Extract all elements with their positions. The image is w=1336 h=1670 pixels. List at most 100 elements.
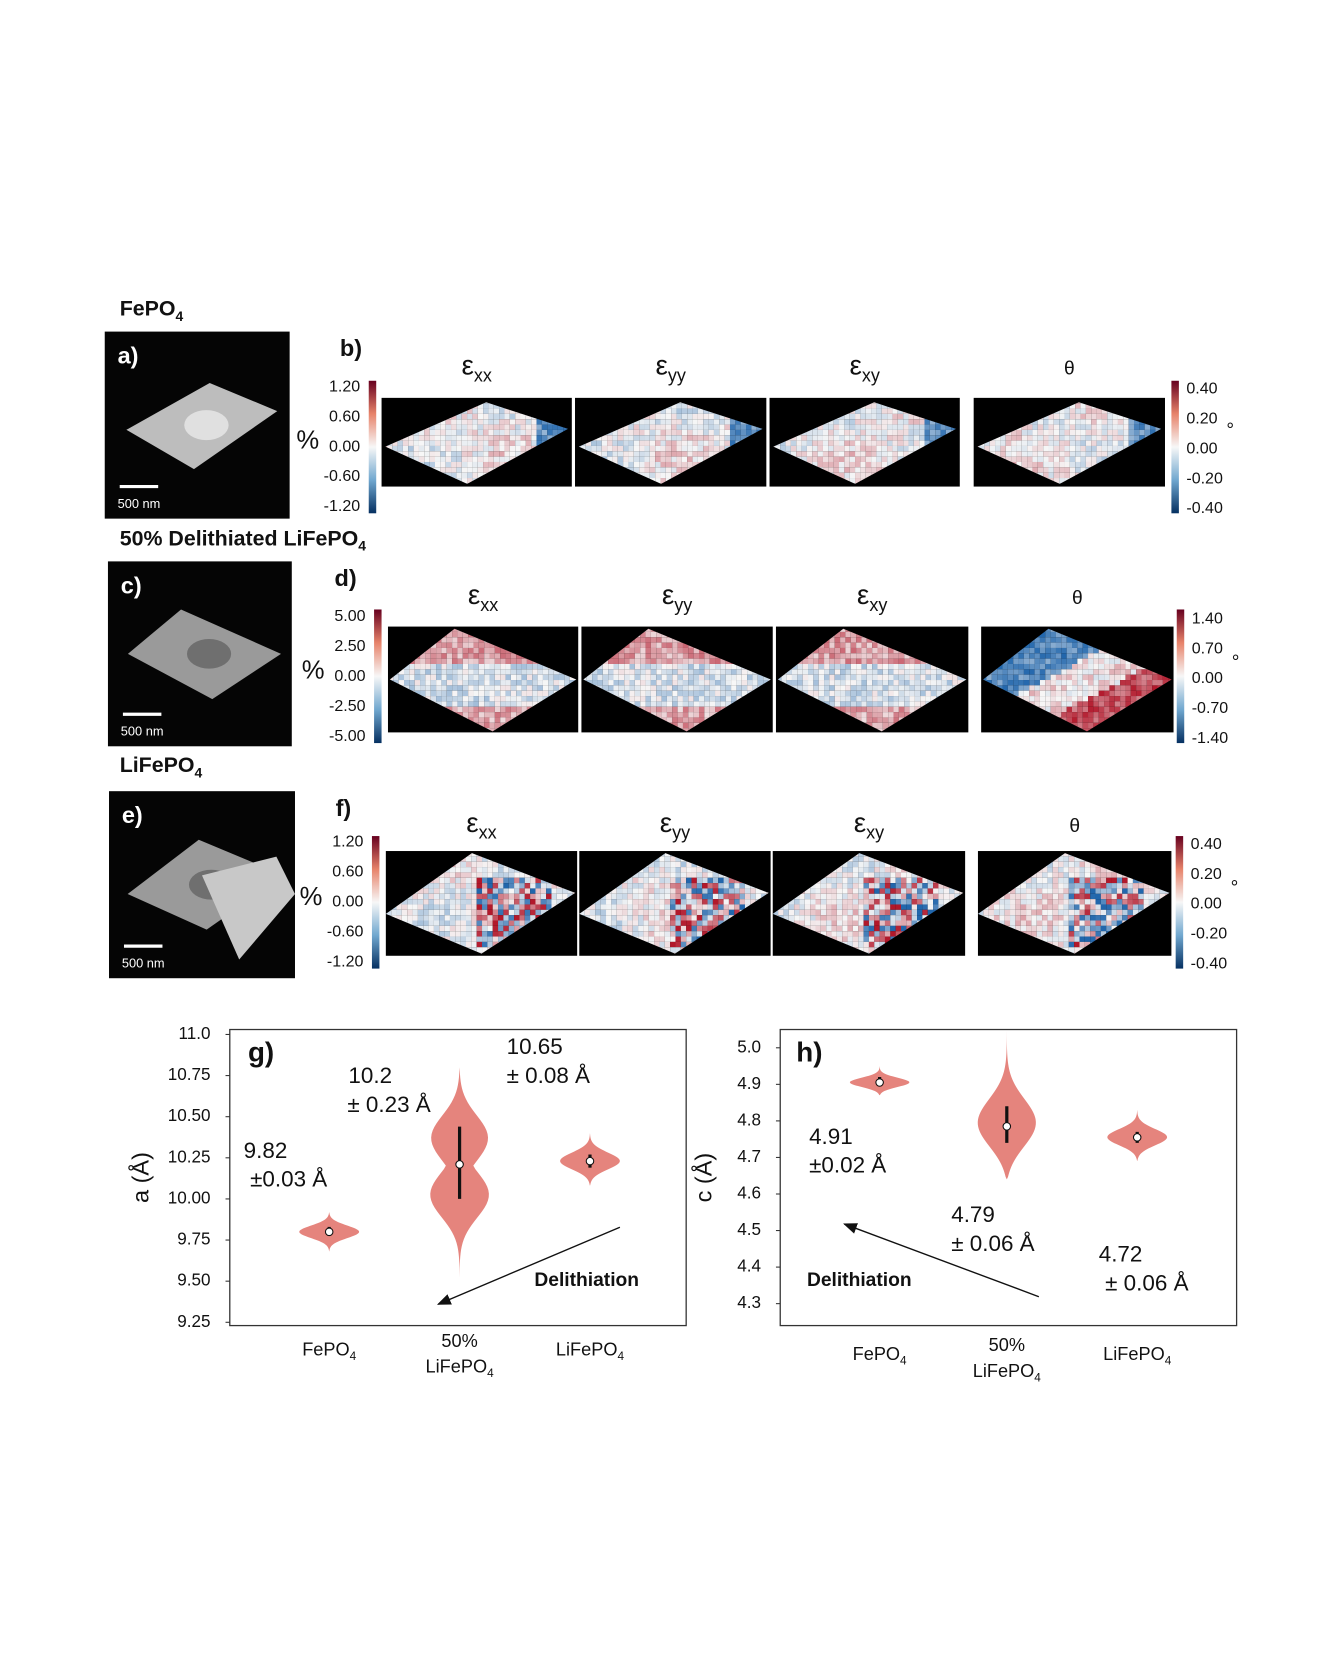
map-pixel bbox=[881, 456, 888, 462]
map-pixel bbox=[484, 680, 490, 686]
map-pixel bbox=[1045, 642, 1051, 648]
map-pixel bbox=[677, 674, 683, 681]
map-pixel bbox=[871, 402, 877, 404]
map-pixel bbox=[882, 653, 889, 659]
map-pixel bbox=[623, 445, 629, 452]
map-pixel bbox=[877, 669, 883, 675]
map-pixel bbox=[855, 408, 861, 414]
map-pixel bbox=[494, 685, 501, 691]
map-pixel bbox=[693, 696, 699, 702]
map-pixel bbox=[441, 658, 447, 664]
map-pixel bbox=[613, 690, 619, 697]
map-pixel bbox=[1050, 637, 1056, 643]
map-pixel bbox=[1043, 435, 1049, 441]
map-pixel bbox=[1007, 663, 1014, 670]
map-pixel bbox=[822, 451, 829, 457]
map-pixel bbox=[585, 440, 592, 446]
map-pixel bbox=[1045, 631, 1051, 638]
map-pixel bbox=[656, 631, 662, 638]
map-pixel bbox=[877, 701, 883, 707]
map-pixel bbox=[914, 690, 921, 697]
map-pixel bbox=[666, 637, 673, 643]
map-pixel bbox=[892, 456, 898, 462]
map-pixel bbox=[1027, 429, 1033, 436]
map-pixel bbox=[914, 685, 921, 691]
map-pixel bbox=[537, 663, 543, 670]
map-pixel bbox=[425, 690, 431, 697]
map-pixel bbox=[1039, 658, 1046, 664]
map-pixel bbox=[672, 717, 678, 723]
map-pixel bbox=[676, 467, 682, 473]
map-pixel bbox=[812, 456, 818, 462]
map-pixel bbox=[1098, 663, 1105, 670]
map-pixel bbox=[813, 663, 819, 670]
map-pixel bbox=[1120, 658, 1126, 664]
map-pixel bbox=[844, 435, 850, 441]
map-pixel bbox=[1117, 413, 1124, 420]
map-pixel bbox=[703, 451, 709, 457]
map-pixel bbox=[882, 696, 889, 702]
map-pixel bbox=[629, 653, 635, 659]
map-pixel bbox=[468, 669, 474, 675]
map-pixel bbox=[509, 424, 516, 430]
map-pixel bbox=[1043, 467, 1049, 473]
map-pixel bbox=[897, 419, 904, 425]
map-pixel bbox=[882, 712, 889, 718]
map-pixel bbox=[871, 419, 877, 425]
map-pixel bbox=[661, 701, 667, 707]
map-pixel bbox=[1128, 429, 1134, 436]
map-pixel bbox=[558, 685, 565, 691]
map-pixel bbox=[618, 690, 625, 697]
map-pixel bbox=[633, 440, 640, 446]
map-pixel bbox=[1069, 435, 1076, 441]
map-pixel bbox=[786, 674, 792, 681]
map-pixel bbox=[791, 663, 798, 670]
map-pixel bbox=[461, 440, 468, 446]
map-pixel bbox=[801, 435, 807, 441]
map-pixel bbox=[468, 690, 474, 697]
map-pixel bbox=[484, 674, 490, 681]
map-pixel bbox=[457, 712, 463, 718]
map-pixel bbox=[633, 445, 640, 452]
map-pixel bbox=[1043, 424, 1049, 430]
map-pixel bbox=[888, 647, 894, 654]
map-pixel bbox=[817, 435, 823, 441]
map-pixel bbox=[435, 445, 441, 452]
map-pixel bbox=[1069, 445, 1076, 452]
map-pixel bbox=[861, 658, 867, 664]
map-pixel bbox=[623, 440, 629, 446]
map-pixel bbox=[430, 669, 437, 675]
map-pixel bbox=[628, 435, 634, 441]
map-pixel bbox=[461, 413, 468, 420]
map-pixel bbox=[425, 653, 431, 659]
map-pixel bbox=[861, 647, 867, 654]
map-pixel bbox=[493, 456, 500, 462]
map-pixel bbox=[1109, 658, 1115, 664]
map-pixel bbox=[456, 445, 462, 452]
map-pixel bbox=[424, 445, 430, 452]
map-pixel bbox=[708, 435, 714, 441]
map-pixel bbox=[909, 685, 915, 691]
map-pixel bbox=[865, 408, 872, 414]
map-pixel bbox=[1011, 456, 1017, 462]
map-pixel bbox=[904, 712, 910, 718]
map-pixel bbox=[633, 451, 640, 457]
map-pixel bbox=[666, 647, 673, 654]
map-pixel bbox=[1091, 429, 1097, 436]
map-pixel bbox=[489, 680, 495, 686]
map-pixel bbox=[665, 461, 672, 468]
map-pixel bbox=[824, 685, 830, 691]
map-pixel bbox=[509, 440, 516, 446]
map-pixel bbox=[441, 685, 447, 691]
colorbar bbox=[368, 380, 377, 514]
map-pixel bbox=[682, 680, 689, 686]
map-pixel bbox=[1016, 440, 1022, 446]
map-pixel bbox=[436, 674, 442, 681]
map-pixel bbox=[924, 435, 930, 441]
map-pixel bbox=[887, 445, 893, 452]
map-pixel bbox=[941, 669, 947, 675]
map-pixel bbox=[1027, 451, 1033, 457]
map-pixel bbox=[865, 424, 872, 430]
map-pixel bbox=[548, 685, 554, 691]
